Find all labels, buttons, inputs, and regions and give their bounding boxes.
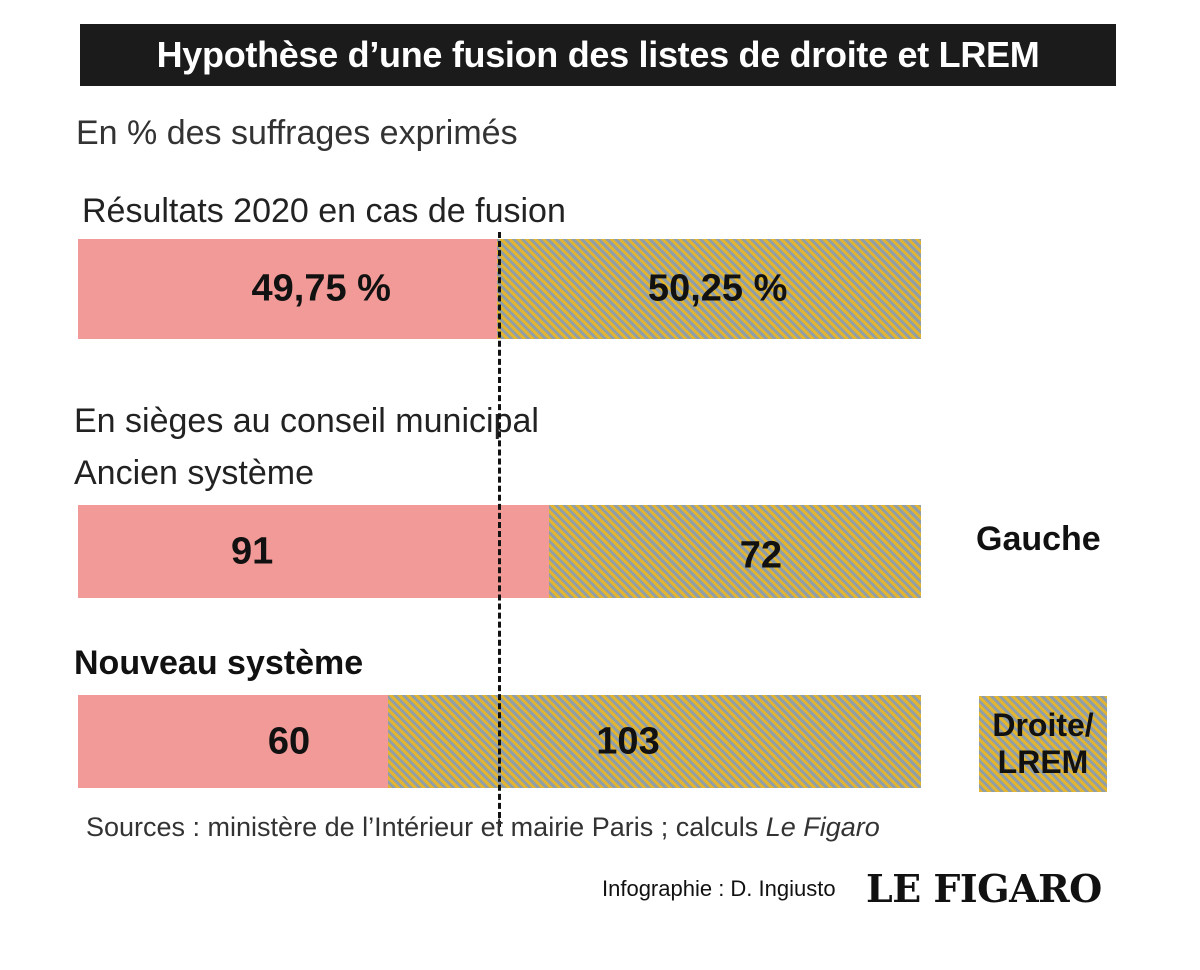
bar-value-droite-lrem: 103: [596, 720, 660, 762]
seats-label: En sièges au conseil municipal: [74, 402, 539, 440]
results-label: Résultats 2020 en cas de fusion: [82, 192, 566, 230]
legend-droite-line1: Droite/: [992, 707, 1094, 744]
bar-value-gauche: 91: [230, 530, 274, 572]
legend-droite-lrem: Droite/ LREM: [979, 696, 1107, 792]
source-text: Sources : ministère de l’Intérieur et ma…: [86, 812, 766, 842]
new-system-label: Nouveau système: [74, 644, 364, 682]
bar-value-droite-lrem: 72: [739, 534, 782, 577]
bar-new-system: 60 103: [78, 695, 921, 788]
bar-value-gauche: 60: [267, 720, 311, 762]
bar-segment-gauche: 49,75 %: [78, 239, 498, 339]
bar-value-droite-lrem: 50,25 %: [647, 267, 788, 310]
bar-results: 49,75 % 50,25 %: [78, 239, 921, 339]
bar-segment-droite-lrem: 50,25 %: [497, 239, 921, 339]
bar-old-system: 91 72: [78, 505, 921, 598]
credit: Infographie : D. Ingiusto: [602, 876, 836, 901]
legend-droite-line2: LREM: [997, 744, 1089, 780]
bar-segment-gauche: 91: [78, 505, 549, 598]
old-system-label: Ancien système: [74, 454, 314, 492]
bar-segment-gauche: 60: [78, 695, 389, 788]
chart-title: Hypothèse d’une fusion des listes de dro…: [80, 24, 1116, 86]
majority-threshold-line: [498, 232, 501, 827]
source-note: Sources : ministère de l’Intérieur et ma…: [86, 812, 880, 843]
chart-subtitle: En % des suffrages exprimés: [76, 114, 518, 152]
le-figaro-logo: LE FIGARO: [866, 866, 1102, 911]
bar-segment-droite-lrem: 72: [548, 505, 921, 598]
bar-value-gauche: 49,75 %: [251, 267, 391, 310]
bar-segment-droite-lrem: 103: [388, 695, 921, 788]
source-italic: Le Figaro: [765, 812, 880, 842]
legend-gauche: Gauche: [976, 520, 1101, 558]
